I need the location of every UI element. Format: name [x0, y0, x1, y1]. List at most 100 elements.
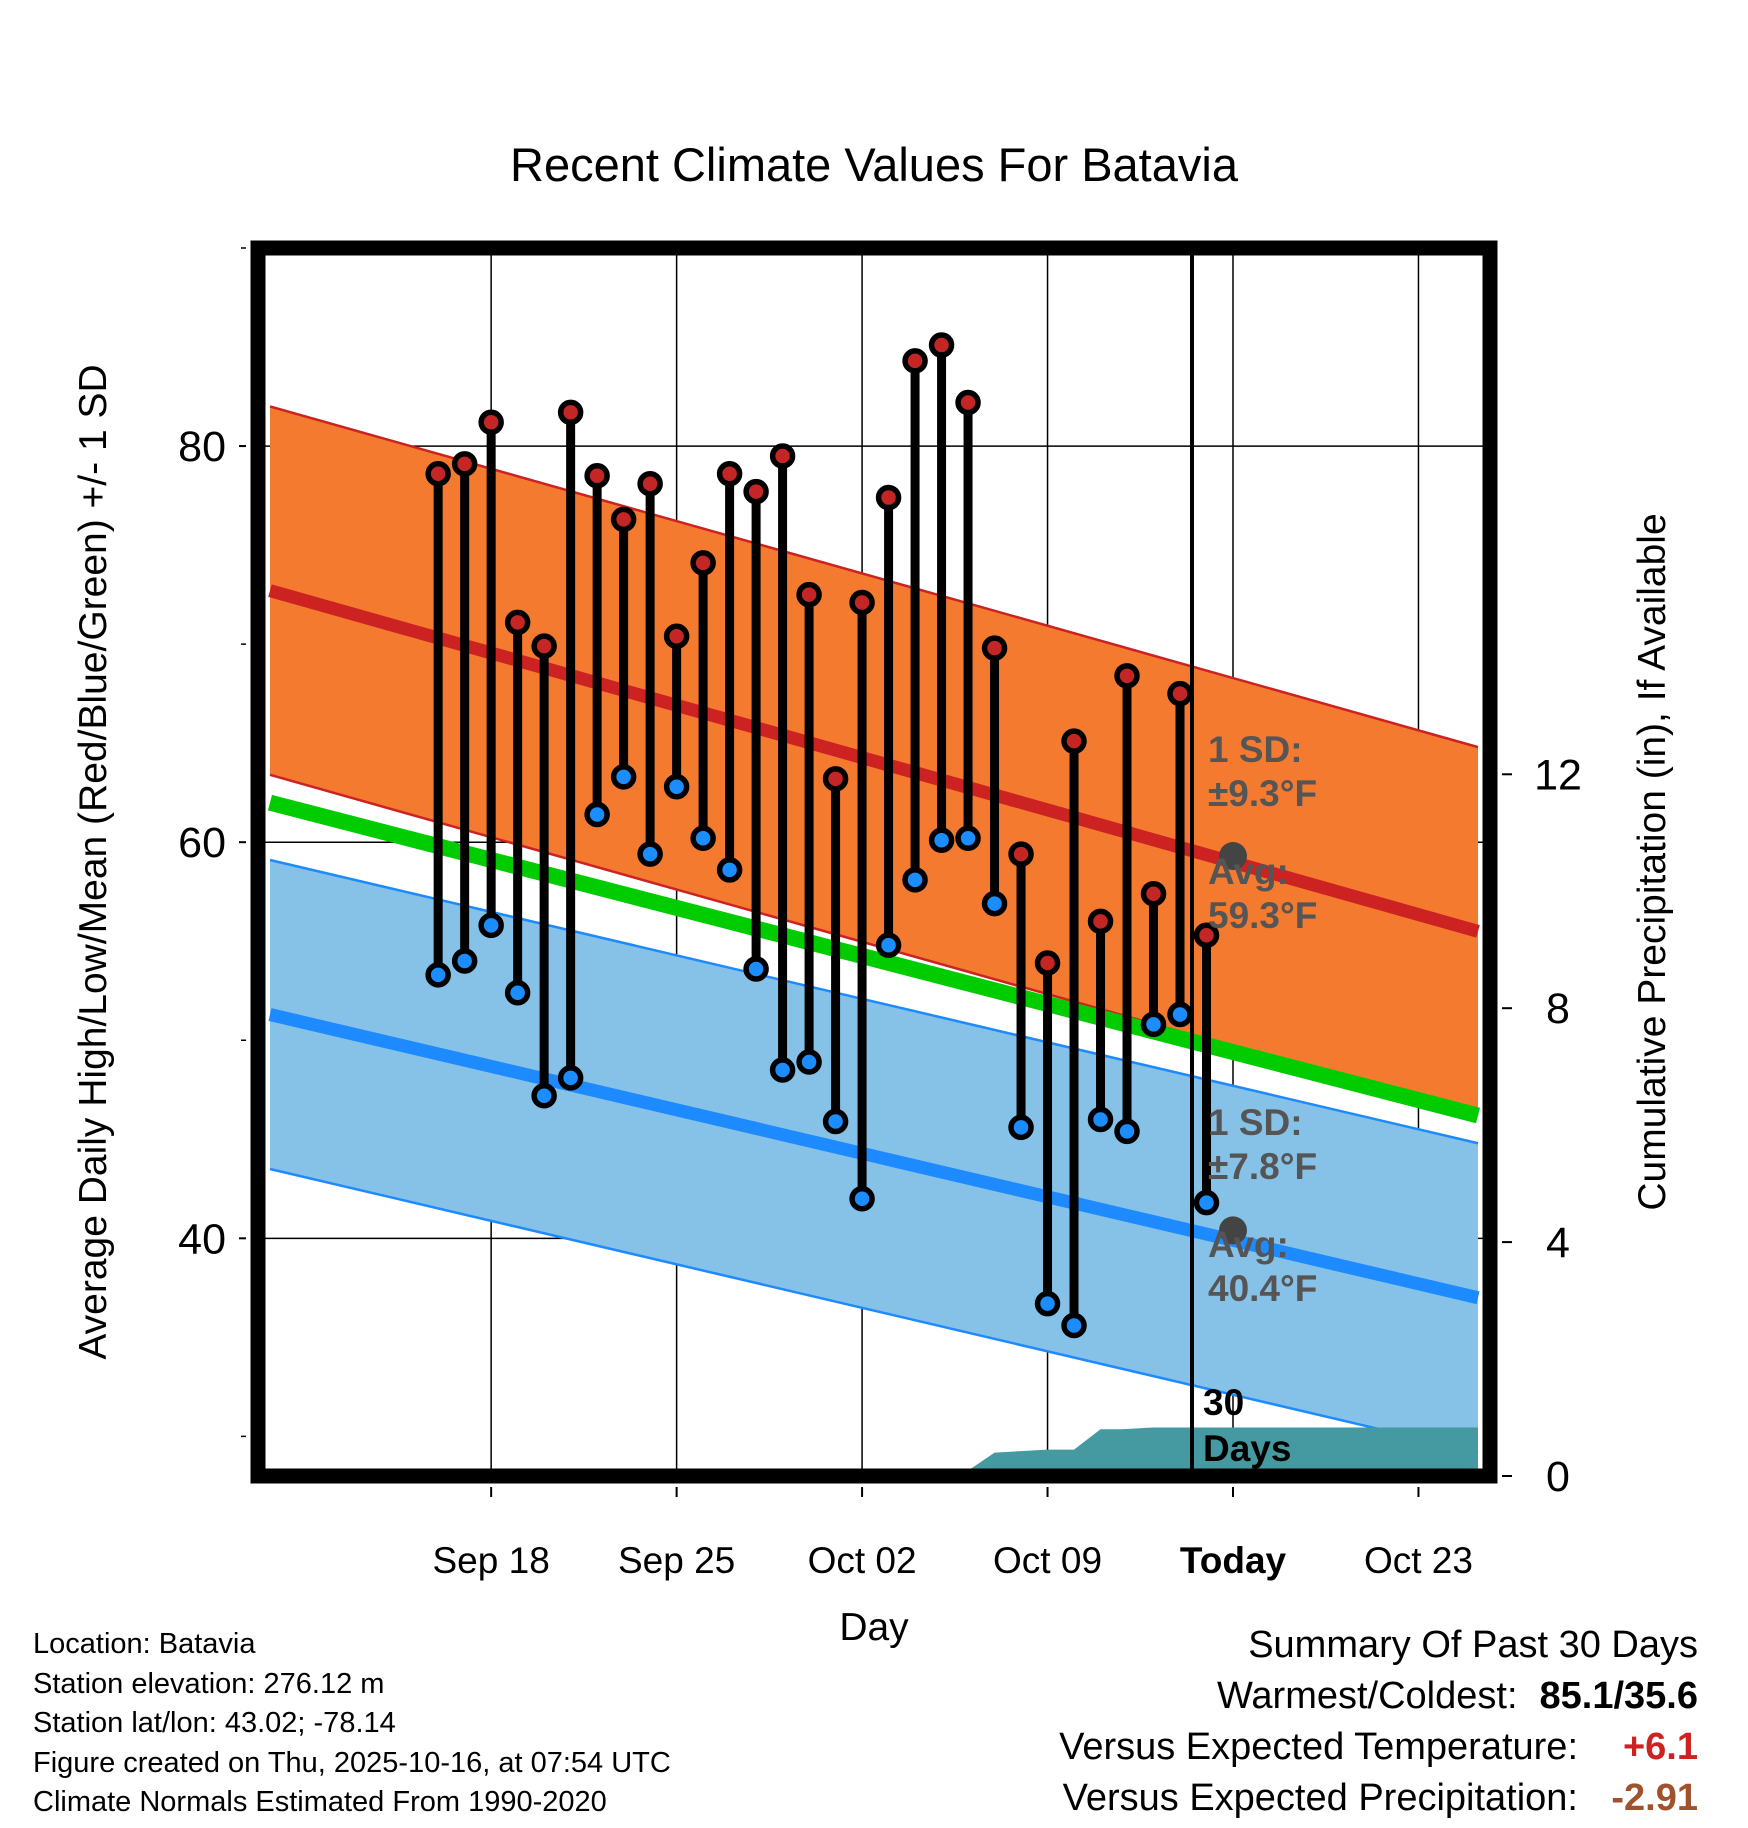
x-tick-label: Oct 02: [808, 1540, 917, 1581]
axes: Sep 18 Sep 25 Oct 02 Oct 09 Today Oct 2340608…: [178, 247, 1582, 1581]
low-sd-lower-line: [269, 1167, 1479, 1454]
day-high-point: [849, 589, 875, 616]
day-high-point: [822, 766, 849, 792]
day-high-point: [690, 550, 716, 576]
normals-text: Climate Normals Estimated From 1990-2020: [33, 1786, 607, 1818]
precipitation-area: [960, 1427, 1478, 1476]
day-high-point: [504, 609, 531, 636]
day-low-point: [690, 825, 716, 851]
day-low-point: [955, 825, 981, 851]
day-low-point: [743, 956, 769, 982]
low-avg-value: 40.4°F: [1208, 1268, 1317, 1309]
day-high-point: [716, 461, 743, 487]
day-high-point: [769, 443, 796, 469]
day-high-point: [1193, 922, 1220, 949]
day-high-point: [928, 332, 955, 358]
high-sd-value: ±9.3°F: [1208, 773, 1317, 814]
today-markers: [1219, 842, 1248, 1245]
station-info: Location: Batavia Station elevation: 276…: [33, 1625, 671, 1823]
low-sd-label: 1 SD:: [1208, 1102, 1303, 1143]
precip-anomaly-label: Versus Expected Precipitation:: [1062, 1777, 1578, 1819]
y-tick-label: 40: [178, 1215, 226, 1263]
created-text: Figure created on Thu, 2025-10-16, at 07…: [33, 1746, 671, 1779]
low-sd-value: ±7.8°F: [1208, 1146, 1317, 1187]
summary-warmest-coldest: Warmest/Coldest: 85.1/35.6: [1059, 1671, 1698, 1722]
elevation-text: Station elevation: 276.12 m: [33, 1667, 385, 1700]
normal-mean-line: [267, 794, 1481, 1124]
day-high-point: [425, 461, 451, 487]
temp-anomaly-label: Versus Expected Temperature:: [1059, 1726, 1578, 1768]
low-avg-label: Avg:: [1208, 1224, 1289, 1265]
latlon-text: Station lat/lon: 43.02; -78.14: [33, 1707, 396, 1739]
day-low-point: [610, 764, 637, 790]
low-sd-upper-line: [269, 858, 1479, 1145]
x-tick-label: Sep 25: [618, 1540, 735, 1581]
day-low-point: [1193, 1189, 1220, 1216]
day-low-point: [1087, 1106, 1114, 1133]
warmest-coldest-label: Warmest/Coldest:: [1216, 1675, 1518, 1717]
day-low-point: [981, 890, 1008, 917]
day-high-point: [610, 506, 637, 533]
day-high-point: [1167, 680, 1193, 707]
day-low-point: [584, 801, 610, 828]
normal-high-line: [268, 584, 1480, 938]
day-low-point: [769, 1057, 796, 1083]
precip-anomaly-value: -2.91: [1611, 1777, 1698, 1819]
day-low-point: [1167, 1001, 1193, 1028]
window-label-number: 30: [1203, 1382, 1244, 1423]
day-low-point: [504, 979, 531, 1006]
chart-title: Recent Climate Values For Batavia: [510, 138, 1239, 191]
location-text: Location: Batavia: [33, 1628, 256, 1660]
day-low-point: [557, 1065, 584, 1091]
x-tick-label: Today: [1180, 1540, 1287, 1581]
day-high-point: [981, 635, 1008, 661]
high-avg-value: 59.3°F: [1208, 895, 1317, 936]
day-low-point: [531, 1082, 557, 1109]
y2-tick-label: 4: [1546, 1219, 1570, 1267]
day-high-point: [478, 409, 504, 436]
day-low-point: [796, 1049, 822, 1075]
temp-anomaly-value: +6.1: [1622, 1726, 1698, 1768]
day-low-point: [1114, 1118, 1140, 1145]
day-low-point: [451, 948, 478, 974]
high-sd-label: 1 SD:: [1208, 729, 1303, 770]
day-low-point: [902, 867, 928, 893]
day-high-point: [796, 581, 822, 608]
day-high-point: [1087, 908, 1114, 935]
y2-tick-label: 8: [1546, 985, 1570, 1033]
y-axis-label: Average Daily High/Low/Mean (Red/Blue/Gr…: [72, 364, 115, 1359]
plot-frame: [250, 240, 1498, 1484]
day-high-point: [1034, 950, 1061, 976]
day-high-point: [1061, 728, 1087, 754]
high-avg-label: Avg:: [1208, 851, 1289, 892]
day-low-point: [875, 932, 902, 958]
summary-title: Summary Of Past 30 Days: [1248, 1624, 1698, 1666]
y2-tick-label: 12: [1534, 751, 1582, 799]
y2-tick-label: 0: [1546, 1453, 1570, 1501]
warmest-coldest-value: 85.1/35.6: [1539, 1675, 1698, 1717]
x-tick-label: Oct 09: [993, 1540, 1102, 1581]
today-high-avg-marker: [1219, 842, 1248, 871]
normal-low-line: [268, 1008, 1480, 1305]
day-high-point: [1140, 880, 1167, 907]
x-axis-label: Day: [839, 1606, 909, 1649]
day-high-point: [557, 399, 584, 426]
day-high-point: [531, 633, 557, 659]
day-low-point: [478, 912, 504, 939]
y-tick-label: 80: [178, 423, 226, 471]
day-high-point: [902, 348, 928, 374]
day-high-point: [451, 451, 478, 477]
day-low-point: [637, 841, 663, 867]
x-tick-label: Sep 18: [433, 1540, 550, 1581]
day-high-point: [663, 623, 690, 649]
day-low-point: [1061, 1312, 1087, 1339]
day-low-point: [1140, 1011, 1167, 1038]
day-low-point: [1008, 1114, 1034, 1141]
summary-temperature: Versus Expected Temperature: +6.1: [1059, 1722, 1698, 1773]
window-label-text: Days: [1203, 1428, 1291, 1469]
day-high-point: [875, 484, 902, 511]
day-low-point: [928, 827, 955, 853]
day-low-point: [1034, 1290, 1061, 1317]
day-high-point: [637, 470, 663, 497]
